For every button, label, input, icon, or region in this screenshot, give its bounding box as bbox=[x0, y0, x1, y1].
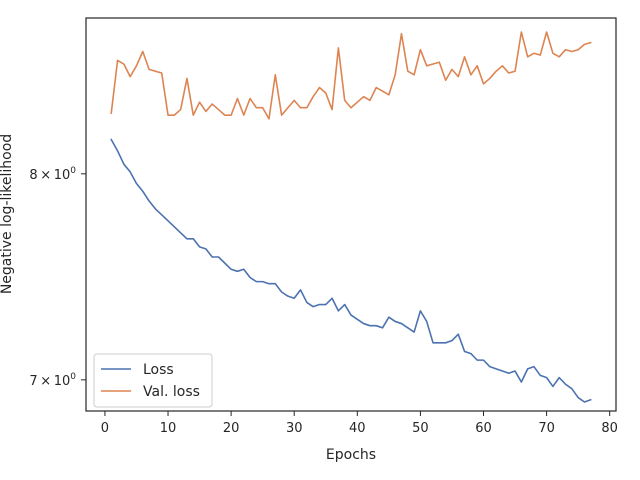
x-axis-label: Epochs bbox=[326, 447, 376, 463]
legend-box bbox=[93, 353, 213, 408]
legend-label-loss: Loss bbox=[143, 362, 174, 378]
legend: Loss Val. loss bbox=[93, 353, 213, 408]
x-tick-label: 0 bbox=[101, 421, 109, 436]
series-line-val-loss bbox=[110, 31, 592, 120]
x-tick-label: 50 bbox=[412, 421, 429, 436]
x-tick-label: 10 bbox=[160, 421, 177, 436]
x-tick-label: 70 bbox=[538, 421, 555, 436]
x-tick-label: 60 bbox=[475, 421, 492, 436]
legend-label-val-loss: Val. loss bbox=[143, 384, 200, 400]
y-axis-label: Negative log-likelihood bbox=[0, 134, 15, 294]
x-tick-label: 40 bbox=[349, 421, 366, 436]
series-line-loss bbox=[110, 138, 592, 403]
y-axis: 7 × 100 8 × 100 bbox=[29, 166, 86, 389]
y-tick-label: 7 × 100 bbox=[29, 372, 76, 389]
x-tick-label: 80 bbox=[601, 421, 618, 436]
y-tick-label: 8 × 100 bbox=[29, 166, 76, 183]
series-layer bbox=[110, 31, 592, 403]
plot-frame bbox=[85, 17, 617, 412]
x-axis: 0 10 20 30 40 50 60 70 80 bbox=[101, 411, 618, 436]
x-tick-label: 30 bbox=[286, 421, 303, 436]
x-tick-label: 20 bbox=[223, 421, 240, 436]
